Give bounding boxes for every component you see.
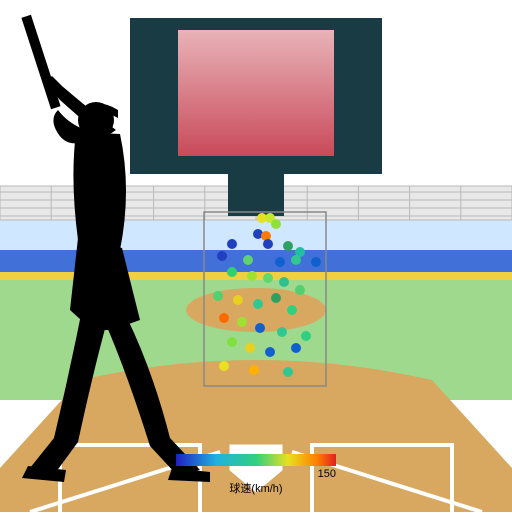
batter-silhouette (0, 0, 512, 512)
legend-axis-label: 球速(km/h) (176, 480, 336, 496)
legend-tick-max: 150 (318, 468, 336, 480)
legend-ticks: 100 150 (176, 468, 336, 480)
pitch-location-chart: 100 150 球速(km/h) (0, 0, 512, 512)
legend-tick-min: 100 (176, 468, 194, 480)
color-legend: 100 150 球速(km/h) (176, 454, 336, 496)
legend-gradient-bar (176, 454, 336, 466)
